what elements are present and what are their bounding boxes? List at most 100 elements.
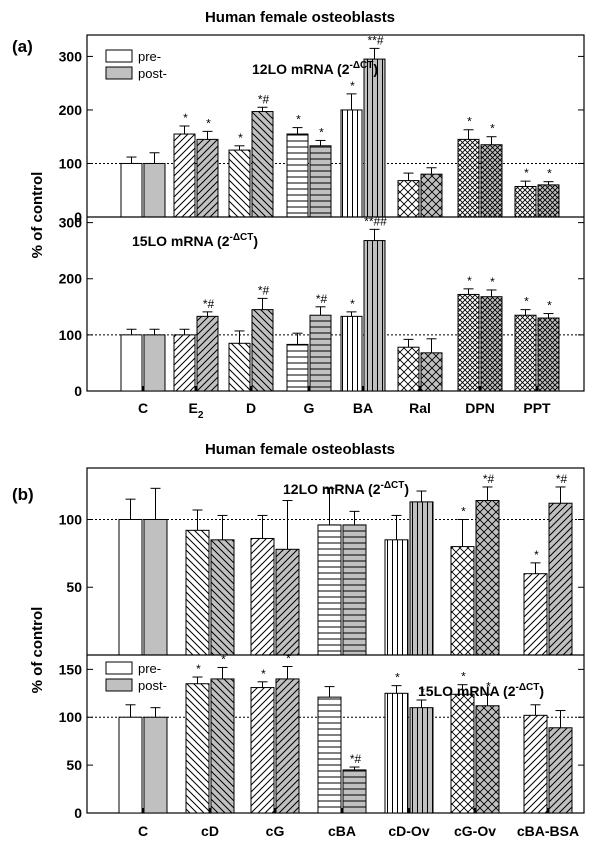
- significance-label: *: [196, 662, 201, 676]
- significance-label: *: [319, 125, 324, 139]
- bar-pattern: [451, 694, 474, 813]
- x-tick-label: cG: [266, 823, 285, 839]
- x-tick-label: Ral: [409, 400, 431, 416]
- legend: pre-post-: [105, 49, 167, 81]
- bar-pattern: [251, 687, 274, 813]
- bar-pattern: [385, 693, 408, 813]
- bar-pattern: [186, 683, 209, 813]
- y-tick-label: 100: [59, 327, 83, 343]
- significance-label: **##: [364, 214, 387, 228]
- significance-label: *#: [316, 292, 328, 306]
- bar-pattern: [364, 59, 385, 218]
- x-tick-label: cD: [201, 823, 219, 839]
- bar-pattern: [287, 344, 308, 391]
- significance-label: *#: [258, 92, 270, 106]
- bar-pattern: [276, 678, 299, 813]
- significance-label: *: [486, 679, 491, 693]
- bar-pattern: [398, 347, 419, 391]
- significance-label: *: [350, 79, 355, 93]
- bar-pattern: [538, 318, 559, 391]
- significance-label: *: [467, 274, 472, 288]
- y-tick-label: 300: [59, 48, 83, 64]
- significance-label: *: [547, 167, 552, 181]
- plot-frame: [86, 34, 585, 392]
- bar-pattern: [343, 769, 366, 813]
- bar-pattern: [341, 316, 362, 391]
- x-tick-label: cD-Ov: [388, 823, 429, 839]
- y-tick-label: 50: [66, 579, 82, 595]
- x-tick-label: PPT: [523, 400, 551, 416]
- bar-pattern: [174, 134, 195, 217]
- bar-pattern: [318, 697, 341, 813]
- bar-bg: [121, 334, 142, 391]
- bar-pattern: [421, 352, 442, 391]
- bar-pattern: [458, 294, 479, 391]
- x-tick-label: cBA: [328, 823, 356, 839]
- significance-label: **#: [367, 33, 383, 47]
- y-tick-label: 100: [59, 709, 83, 725]
- significance-label: *#: [258, 283, 270, 297]
- significance-label: *#: [203, 297, 215, 311]
- y-tick-label: 200: [59, 102, 83, 118]
- significance-label: *: [183, 111, 188, 125]
- y-tick-label: 100: [59, 511, 83, 527]
- x-tick-label: C: [138, 400, 148, 416]
- bar-pattern: [211, 539, 234, 655]
- bar-pattern: [458, 139, 479, 217]
- significance-label: *: [296, 113, 301, 127]
- bar-bg: [121, 163, 142, 217]
- bar-pattern: [476, 705, 499, 813]
- y-tick-label: 300: [59, 215, 83, 231]
- significance-label: *: [524, 295, 529, 309]
- bar-pattern: [524, 715, 547, 813]
- panel-label: (a): [12, 37, 33, 56]
- significance-label: *: [461, 504, 466, 518]
- bar-pattern: [343, 524, 366, 655]
- legend-label-post: post-: [138, 678, 167, 693]
- significance-label: *: [221, 652, 226, 666]
- significance-label: *: [350, 297, 355, 311]
- bar-pattern: [451, 546, 474, 655]
- x-tick-label: cBA-BSA: [517, 823, 579, 839]
- x-tick-label: BA: [353, 400, 373, 416]
- subplot-upper: 50 100 * * *# *# 12LO mRNA (2-ΔCT): [59, 472, 584, 656]
- y-axis-label: % of control: [29, 607, 46, 694]
- bar-pattern: [310, 315, 331, 391]
- significance-label: *: [547, 299, 552, 313]
- bar-pattern: [524, 573, 547, 655]
- subplot-title: 15LO mRNA (2-ΔCT): [418, 682, 544, 699]
- legend: pre-post-: [105, 661, 167, 693]
- legend-swatch-post: [105, 678, 133, 692]
- panel-label: (b): [12, 485, 34, 504]
- bar-pattern: [421, 174, 442, 217]
- x-tick-label: C: [138, 823, 148, 839]
- bar-pattern: [229, 343, 250, 391]
- bar-pattern: [538, 184, 559, 217]
- bar-pattern: [410, 501, 433, 655]
- bar-pattern: [476, 500, 499, 655]
- significance-label: *: [238, 131, 243, 145]
- bar-pattern: [549, 503, 572, 655]
- panel-title: Human female osteoblasts: [205, 9, 395, 26]
- bar-pattern: [341, 109, 362, 217]
- bar-pattern: [549, 727, 572, 813]
- bar-pattern: [310, 145, 331, 217]
- y-tick-label: 0: [74, 383, 82, 399]
- significance-label: *: [490, 275, 495, 289]
- significance-label: *#: [556, 472, 568, 486]
- bar-bg: [144, 334, 165, 391]
- bar-pattern: [276, 549, 299, 655]
- bar-pattern: [197, 139, 218, 217]
- bar-pattern: [481, 144, 502, 217]
- x-tick-label: DPN: [465, 400, 495, 416]
- bar-bg: [144, 717, 167, 813]
- bar-bg: [144, 519, 167, 655]
- x-tick-label: cG-Ov: [454, 823, 496, 839]
- bar-pattern: [252, 309, 273, 391]
- legend-swatch-pre: [105, 661, 133, 675]
- significance-label: *#: [483, 472, 495, 486]
- bar-pattern: [385, 539, 408, 655]
- bar-pattern: [515, 315, 536, 391]
